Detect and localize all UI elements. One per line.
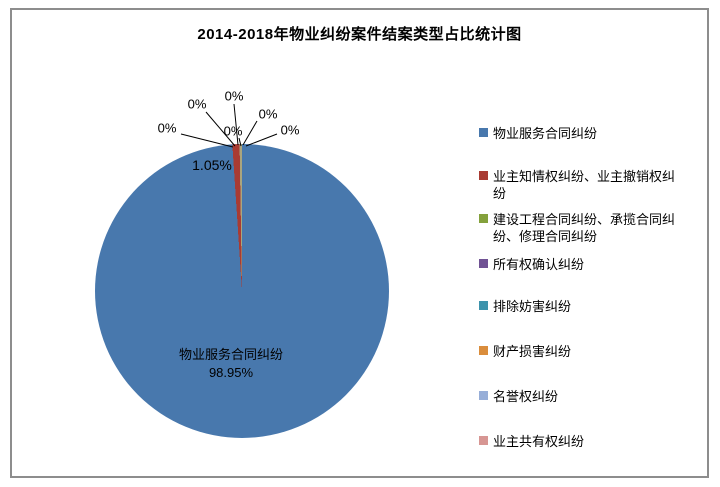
pie-label-main-slice: 物业服务合同纠纷 98.95% [179,346,283,382]
legend-swatch [479,436,488,445]
legend-swatch [479,214,488,223]
legend-swatch [479,346,488,355]
zero-percent-label: 0% [258,106,278,122]
pie-label-second-slice: 1.05% [192,157,232,173]
legend-item: 物业服务合同纠纷 [479,125,677,142]
zero-percent-label: 0% [280,122,300,138]
legend-item: 名誉权纠纷 [479,388,677,405]
zero-percent-label: 0% [157,120,177,136]
pie-label-main-name: 物业服务合同纠纷 [178,347,284,362]
legend-item: 财产损害纠纷 [479,343,677,360]
legend-item: 业主共有权纠纷 [479,433,677,450]
legend-label: 业主知情权纠纷、业主撤销权纠纷 [493,169,676,201]
zero-percent-label: 0% [223,123,243,139]
legend-label: 排除妨害纠纷 [493,299,572,314]
legend-swatch [479,259,488,268]
legend-swatch [479,171,488,180]
legend-item: 排除妨害纠纷 [479,298,677,315]
legend-label: 建设工程合同纠纷、承揽合同纠纷、修理合同纠纷 [493,212,676,244]
legend-label: 所有权确认纠纷 [493,257,585,272]
legend-swatch [479,301,488,310]
zero-percent-label: 0% [224,88,244,104]
chart-title: 2014-2018年物业纠纷案件结案类型占比统计图 [197,26,522,43]
legend-swatch [479,128,488,137]
legend-item: 建设工程合同纠纷、承揽合同纠纷、修理合同纠纷 [479,211,677,245]
legend-item: 业主知情权纠纷、业主撤销权纠纷 [479,168,677,202]
legend-label: 财产损害纠纷 [493,344,572,359]
legend-label: 名誉权纠纷 [493,389,559,404]
pie-label-main-percent: 98.95% [208,365,254,380]
legend-label: 业主共有权纠纷 [493,434,585,449]
legend-swatch [479,391,488,400]
pie [95,144,389,438]
legend-label: 物业服务合同纠纷 [493,126,598,141]
zero-percent-label: 0% [187,96,207,112]
legend-item: 所有权确认纠纷 [479,256,677,273]
